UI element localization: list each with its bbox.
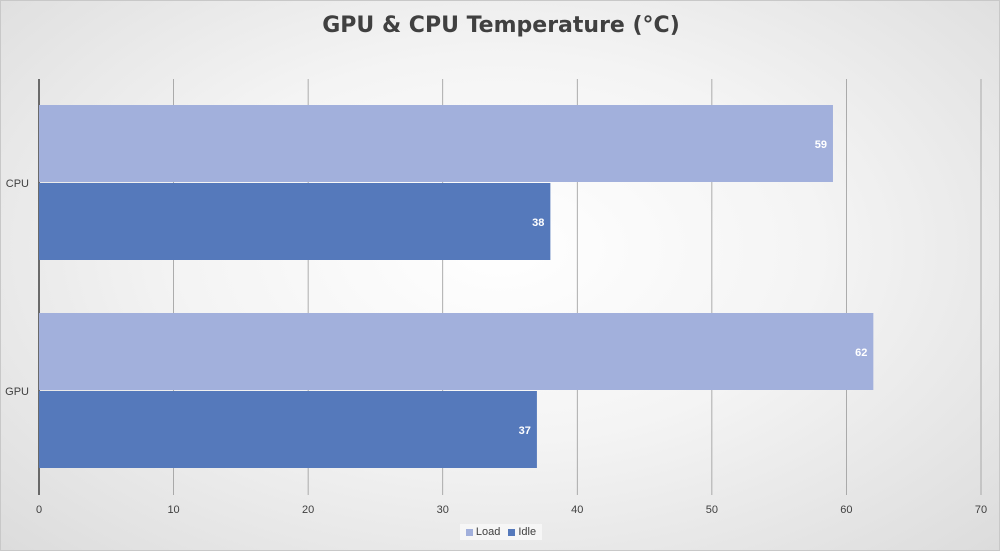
x-tick-label-20: 20 [302, 504, 314, 516]
data-label-gpu-load: 62 [855, 347, 867, 359]
x-tick-label-30: 30 [437, 504, 449, 516]
bar-cpu-idle [39, 183, 551, 260]
x-tick-label-40: 40 [571, 504, 583, 516]
legend-box: Load Idle [459, 524, 543, 540]
x-tick-label-50: 50 [706, 504, 718, 516]
bar-cpu-load [39, 105, 833, 182]
chart-title: GPU & CPU Temperature (°C) [322, 13, 680, 38]
data-label-gpu-idle: 37 [519, 425, 531, 437]
data-label-cpu-load: 59 [815, 139, 827, 151]
legend: Load Idle [1, 524, 1000, 540]
x-tick-label-60: 60 [840, 504, 852, 516]
x-tick-label-70: 70 [975, 504, 987, 516]
legend-item-load: Load [465, 526, 501, 538]
bar-gpu-load [39, 313, 874, 390]
y-category-label-cpu: CPU [6, 178, 29, 190]
data-label-cpu-idle: 38 [532, 217, 544, 229]
legend-swatch-load [465, 528, 473, 536]
legend-label-load: Load [475, 526, 501, 538]
y-category-label-gpu: GPU [5, 386, 29, 398]
legend-label-idle: Idle [518, 526, 537, 538]
legend-item-idle: Idle [508, 526, 536, 538]
x-tick-label-10: 10 [167, 504, 179, 516]
legend-swatch-idle [508, 528, 516, 536]
bar-gpu-idle [39, 391, 537, 468]
x-tick-label-0: 0 [36, 504, 42, 516]
